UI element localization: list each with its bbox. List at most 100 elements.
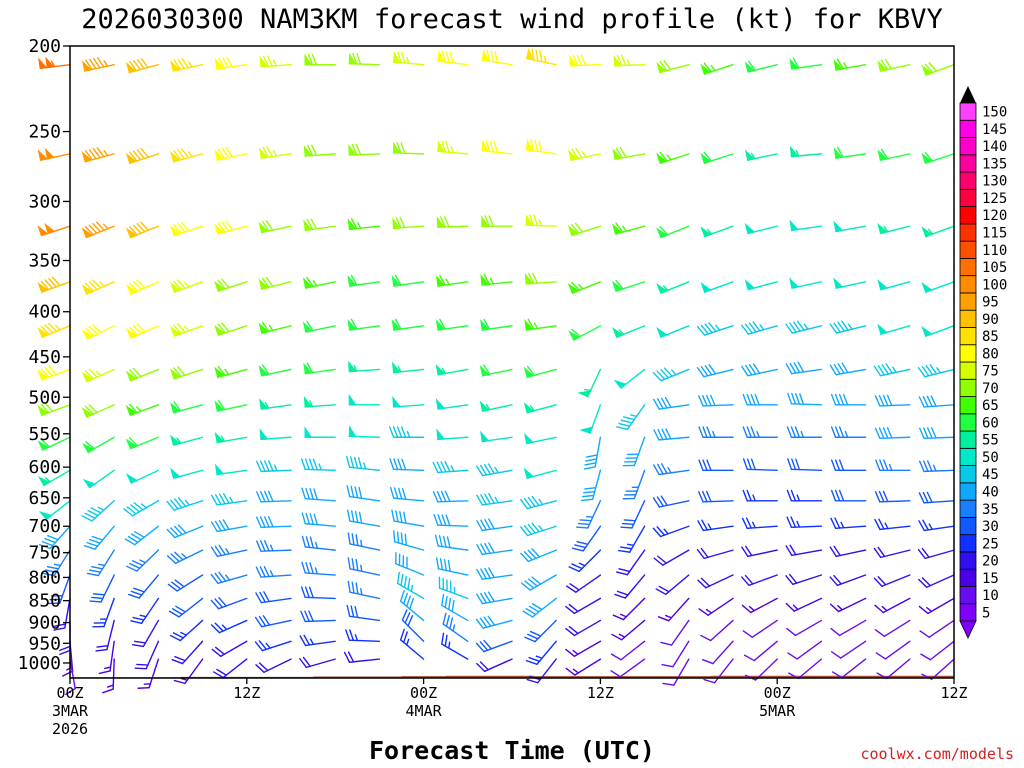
barb-full — [40, 368, 50, 378]
barb-full — [565, 648, 576, 657]
colorbar-label: 25 — [982, 536, 999, 552]
barb-full — [171, 658, 184, 665]
barb-full — [702, 394, 708, 407]
barb-full — [833, 545, 841, 557]
barb-pennant — [303, 395, 313, 408]
wind-barb — [742, 393, 778, 406]
wind-barb — [437, 49, 469, 66]
barb-full — [660, 641, 673, 646]
barb-full — [256, 460, 262, 473]
barb-shaft — [142, 619, 160, 648]
barb-full — [527, 496, 536, 508]
wind-barb — [741, 545, 778, 558]
barb-full — [538, 140, 543, 153]
wind-barb — [259, 55, 292, 68]
barb-full — [358, 486, 363, 499]
barb-full — [42, 572, 55, 577]
barb-pennant — [37, 404, 49, 417]
barb-shaft — [619, 658, 646, 678]
barb-pennant — [170, 467, 181, 479]
barb-full — [653, 398, 660, 410]
barb-full — [488, 518, 495, 530]
barb-full — [221, 147, 230, 159]
wind-barb — [742, 619, 778, 638]
barb-full — [444, 490, 451, 503]
y-tick-label: 650 — [28, 488, 61, 509]
barb-pennant — [170, 60, 181, 72]
colorbar-swatch — [959, 499, 977, 518]
barb-half — [184, 499, 190, 506]
barb-full — [174, 579, 185, 588]
barb-full — [439, 318, 446, 330]
barb-full — [742, 458, 748, 470]
barb-full — [409, 597, 415, 610]
barb-half — [97, 506, 105, 511]
barb-pennant — [214, 463, 225, 476]
barb-shaft — [393, 497, 425, 502]
wind-barb — [656, 151, 690, 165]
barb-half — [843, 62, 848, 69]
barb-full — [565, 627, 576, 637]
barb-full — [445, 141, 450, 153]
y-tick-label: 1000 — [18, 653, 61, 674]
barb-full — [389, 486, 395, 499]
barb-full — [479, 661, 489, 671]
barb-pennant — [304, 53, 313, 66]
barb-full — [48, 322, 57, 333]
barb-pennant — [744, 61, 756, 73]
barb-half — [748, 605, 755, 612]
barb-full — [88, 149, 97, 160]
wind-barb — [613, 368, 646, 389]
barb-full — [746, 458, 752, 471]
barb-pennant — [258, 221, 269, 234]
wind-barb — [433, 514, 469, 527]
colorbar-swatch — [959, 378, 977, 397]
barb-half — [139, 614, 147, 618]
wind-barb — [565, 640, 602, 657]
barb-full — [524, 636, 536, 643]
barb-shaft — [924, 368, 955, 378]
wind-barb — [214, 278, 248, 292]
wind-barb — [82, 436, 115, 454]
barb-full — [44, 366, 54, 377]
barb-shaft — [796, 640, 823, 660]
wind-barb — [741, 363, 778, 377]
wind-barb — [698, 490, 734, 503]
barb-full — [790, 516, 797, 528]
barb-full — [407, 614, 414, 627]
colorbar-label: 45 — [982, 467, 999, 483]
barb-full — [86, 541, 99, 547]
barb-full — [59, 645, 71, 652]
barb-pennant — [613, 379, 628, 389]
barb-full — [922, 491, 929, 504]
barb-full — [210, 599, 220, 610]
barb-pennant — [921, 64, 933, 76]
barb-half — [103, 60, 109, 67]
barb-shaft — [260, 574, 292, 578]
barb-full — [267, 516, 274, 528]
barb-shaft — [882, 597, 911, 614]
barb-full — [436, 490, 443, 503]
barb-full — [874, 518, 881, 531]
barb-pennant — [613, 54, 622, 67]
barb-full — [879, 459, 885, 472]
barb-full — [584, 462, 597, 466]
barb-shaft — [145, 640, 160, 670]
wind-barb — [524, 272, 557, 285]
y-tick-label: 700 — [28, 516, 61, 537]
barb-shaft — [791, 325, 823, 334]
y-tick-label: 750 — [28, 543, 61, 564]
wind-barb — [830, 489, 867, 502]
barb-full — [349, 456, 355, 469]
barb-full — [928, 62, 938, 72]
barb-shaft — [348, 495, 381, 502]
barb-full — [166, 500, 175, 511]
barb-full — [173, 224, 182, 234]
colorbar-label: 65 — [982, 398, 999, 414]
barb-full — [742, 426, 748, 438]
barb-pennant — [612, 148, 623, 160]
barb-full — [401, 609, 408, 621]
wind-barb — [301, 535, 336, 551]
barb-full — [88, 224, 98, 234]
colorbar-swatch — [959, 292, 977, 311]
